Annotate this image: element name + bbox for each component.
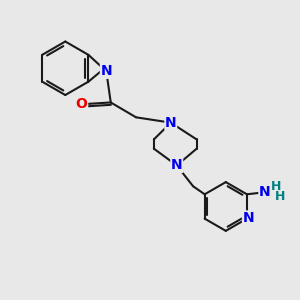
Text: H: H bbox=[271, 180, 281, 194]
Text: O: O bbox=[76, 97, 88, 111]
Text: H: H bbox=[274, 190, 285, 203]
Text: N: N bbox=[100, 64, 112, 78]
Text: N: N bbox=[243, 211, 254, 225]
Text: N: N bbox=[165, 116, 177, 130]
Text: N: N bbox=[171, 158, 183, 172]
Text: N: N bbox=[259, 185, 271, 199]
